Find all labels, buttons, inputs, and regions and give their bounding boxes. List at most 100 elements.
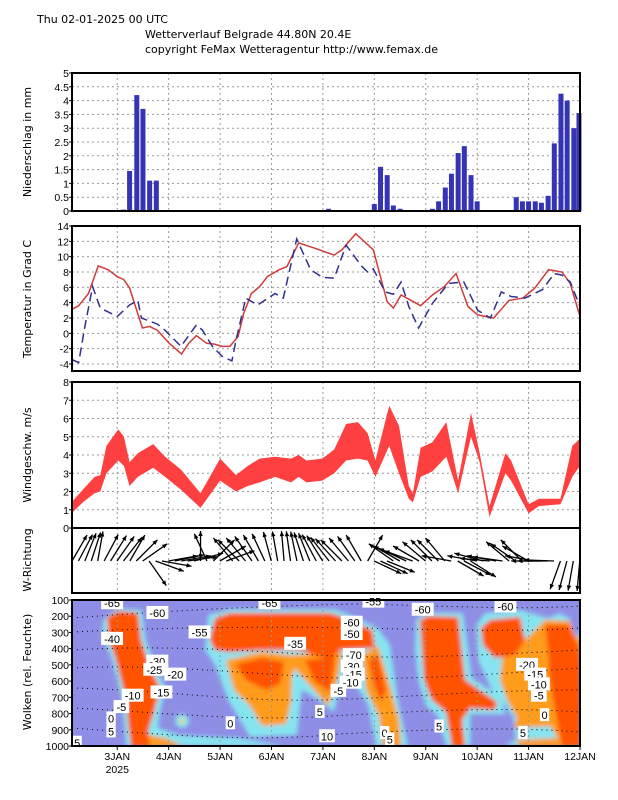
precip-bar: [442, 187, 448, 211]
y-tick-label: 1: [63, 178, 69, 190]
precip-bar: [134, 95, 140, 211]
contour-label: 0: [539, 708, 550, 722]
x-tick-label: 10JAN: [461, 751, 493, 763]
y-tick-label: 2: [63, 151, 69, 163]
precip-bar: [564, 100, 570, 211]
contour-label: 5: [434, 719, 444, 734]
svg-text:-60: -60: [415, 605, 431, 617]
y-tick-label: 800: [51, 709, 69, 721]
forecast-title: Wetterverlauf Belgrade 44.80N 20.4E: [145, 28, 351, 41]
wind-arrow: [392, 545, 420, 562]
contour-label: -10: [121, 688, 144, 703]
wind-arrow: [142, 543, 168, 562]
svg-text:5: 5: [436, 722, 442, 734]
wind-arrow: [155, 560, 184, 572]
svg-text:-20: -20: [167, 670, 183, 682]
y-tick-label: 12: [57, 236, 69, 248]
y-tick-label: 2: [63, 487, 69, 499]
y-axis-title: Temperatur in Grad C: [21, 240, 34, 359]
wind-arrow: [284, 531, 292, 562]
precip-bar: [436, 201, 442, 211]
y-axis-title: Wolken (rel. Feuchte): [21, 614, 34, 730]
y-tick-label: 8: [63, 267, 69, 279]
contour-label: -65: [258, 596, 281, 610]
wind-arrow: [337, 536, 356, 562]
wind-arrow: [116, 536, 135, 562]
wind-arrow: [558, 560, 568, 591]
wind-arrow: [320, 539, 343, 562]
contour-label: -5: [330, 683, 347, 698]
precip-bar: [526, 201, 532, 211]
precip-bar: [576, 113, 582, 211]
svg-text:-50: -50: [344, 629, 360, 641]
precip-bar: [153, 180, 159, 211]
cloud-clear-patch: [470, 714, 516, 746]
wind-arrow: [368, 543, 394, 562]
x-tick-label: 8JAN: [361, 751, 387, 763]
wind-arrow: [373, 560, 402, 575]
y-tick-label: 1000: [46, 741, 70, 753]
y-axis-title: Windgeschw. m/s: [21, 407, 34, 503]
contour-label: -5: [531, 688, 547, 703]
y-tick-label: 2.5: [54, 137, 69, 149]
wind-arrow: [386, 560, 415, 573]
wind-arrow: [251, 533, 266, 562]
y-tick-label: 4: [63, 96, 69, 108]
wind-arrow: [77, 534, 94, 562]
precip-bar: [147, 180, 153, 211]
contour-label: 5: [72, 735, 82, 750]
wind-arrow: [490, 543, 516, 562]
x-axis-year: 2025: [106, 764, 130, 776]
svg-text:-5: -5: [534, 691, 544, 703]
precip-bar: [538, 202, 544, 211]
svg-text:5: 5: [317, 707, 323, 719]
precip-bar: [448, 173, 454, 211]
wind-arrow: [485, 541, 510, 562]
contour-label: 5: [518, 726, 528, 740]
contour-label: 5: [106, 724, 116, 738]
wind-arrow: [129, 534, 146, 562]
copyright-text: copyright FeMax Wetteragentur http://www…: [145, 43, 438, 56]
contour-label: -55: [362, 594, 385, 609]
svg-text:5: 5: [108, 726, 114, 738]
svg-text:-25: -25: [146, 665, 162, 677]
precip-bar: [461, 146, 467, 211]
contour-label: -40: [101, 631, 124, 646]
x-tick-label: 11JAN: [513, 751, 544, 763]
wind-arrow: [161, 560, 192, 568]
forecast-datetime: Thu 02-01-2025 00 UTC: [36, 13, 168, 26]
contour-label: 0: [225, 716, 236, 730]
wind-arrow: [472, 555, 503, 562]
y-tick-label: 100: [51, 595, 69, 607]
precip-bar: [326, 208, 332, 211]
svg-text:-55: -55: [192, 627, 208, 639]
panel-frame: [71, 72, 581, 212]
svg-text:-5: -5: [333, 686, 343, 698]
panel-frame: [71, 225, 581, 372]
contour-label: 0: [379, 726, 390, 740]
wind-arrow: [345, 534, 362, 562]
contour-label: -10: [527, 677, 550, 691]
y-tick-label: 400: [51, 644, 69, 656]
y-tick-label: -4: [60, 359, 69, 371]
svg-text:-55: -55: [365, 597, 381, 609]
wind-arrow: [373, 545, 401, 562]
contour-label: -35: [284, 636, 307, 651]
contour-label: 0: [106, 711, 116, 725]
svg-text:0: 0: [108, 713, 114, 725]
svg-text:0: 0: [227, 718, 233, 730]
wind-arrow: [212, 537, 234, 562]
wind-arrow: [380, 560, 408, 575]
wind-arrow: [262, 531, 272, 562]
svg-text:-70: -70: [346, 650, 362, 662]
wind-arrow: [135, 539, 158, 562]
wind-speed-band: [71, 405, 580, 517]
precip-bar: [378, 166, 384, 211]
contour-label: 5: [385, 732, 395, 747]
wind-arrow: [328, 537, 349, 562]
wind-arrow: [279, 531, 285, 562]
y-tick-label: 2: [63, 313, 69, 325]
y-tick-label: 4: [63, 450, 69, 462]
contour-label: 5: [315, 704, 325, 719]
